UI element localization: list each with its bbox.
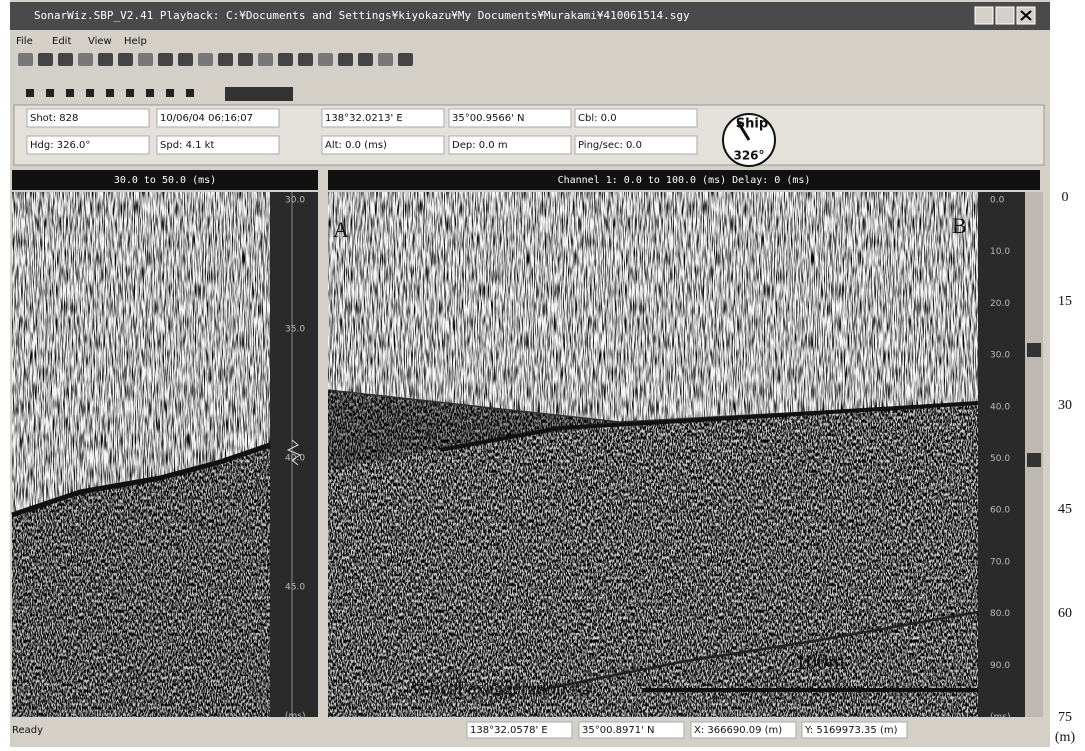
depth-label: 15 xyxy=(1058,294,1072,309)
scale-label: 10.0 xyxy=(990,247,1010,257)
tool-button[interactable] xyxy=(398,53,413,66)
scale-bar-label: 100m xyxy=(795,649,845,674)
depth-label: 60 xyxy=(1058,606,1072,621)
scale-label: 30.0 xyxy=(285,196,305,206)
progress-bar xyxy=(225,87,293,101)
depth-label: 0 xyxy=(1062,190,1069,205)
label-b: B xyxy=(952,213,967,238)
scale-label: 35.0 xyxy=(285,325,305,335)
playback-button[interactable] xyxy=(126,89,134,97)
playback-button[interactable] xyxy=(186,89,194,97)
compass-heading: 326° xyxy=(733,149,764,163)
info-value: Hdg: 326.0° xyxy=(30,140,90,151)
screenshot: SonarWiz.SBP_V2.41 Playback: C:¥Document… xyxy=(0,0,1085,747)
scale-label: 70.0 xyxy=(990,557,1010,567)
left-header-text: 30.0 to 50.0 (ms) xyxy=(114,175,216,186)
info-value: 35°00.9566' N xyxy=(452,113,525,124)
tool-button[interactable] xyxy=(158,53,173,66)
tool-button[interactable] xyxy=(138,53,153,66)
tool-button[interactable] xyxy=(18,53,33,66)
scale-label: 50.0 xyxy=(990,454,1010,464)
info-value: Alt: 0.0 (ms) xyxy=(325,140,387,151)
window-title: SonarWiz.SBP_V2.41 Playback: C:¥Document… xyxy=(34,9,690,22)
tool-button[interactable] xyxy=(98,53,113,66)
scale-label: 60.0 xyxy=(990,506,1010,516)
playback-button[interactable] xyxy=(66,89,74,97)
tool-button[interactable] xyxy=(118,53,133,66)
depth-unit: (m) xyxy=(1055,730,1076,745)
scale-label: 40.0 xyxy=(990,402,1010,412)
info-value: Shot: 828 xyxy=(30,113,78,124)
depth-label: 75 xyxy=(1058,710,1072,725)
playback-button[interactable] xyxy=(106,89,114,97)
info-value: 10/06/04 06:16:07 xyxy=(160,113,253,124)
tool-button[interactable] xyxy=(198,53,213,66)
playback-button[interactable] xyxy=(86,89,94,97)
exaggeration-label: Vetical exaggeration =2 xyxy=(410,678,591,699)
status-text: Ready xyxy=(12,725,43,736)
scroll-down[interactable] xyxy=(1027,343,1041,357)
tool-button[interactable] xyxy=(218,53,233,66)
playback-button[interactable] xyxy=(46,89,54,97)
tool-button[interactable] xyxy=(318,53,333,66)
tool-button[interactable] xyxy=(58,53,73,66)
tool-button[interactable] xyxy=(258,53,273,66)
status-text: 138°32.0578' E xyxy=(470,725,548,736)
tool-button[interactable] xyxy=(238,53,253,66)
scale-label: 80.0 xyxy=(990,609,1010,619)
depth-label: 45 xyxy=(1058,502,1072,517)
menu-item[interactable]: Help xyxy=(124,36,147,47)
info-value: Dep: 0.0 m xyxy=(452,140,508,151)
info-value: Spd: 4.1 kt xyxy=(160,140,214,151)
scale-label: 30.0 xyxy=(990,351,1010,361)
minimize-button[interactable] xyxy=(975,7,993,24)
info-value: 138°32.0213' E xyxy=(325,113,403,124)
tool-button[interactable] xyxy=(178,53,193,66)
menu-item[interactable]: File xyxy=(16,36,33,47)
info-value: Ping/sec: 0.0 xyxy=(578,140,642,151)
scale-label: 45.0 xyxy=(285,583,305,593)
tool-button[interactable] xyxy=(38,53,53,66)
scroll-up[interactable] xyxy=(1027,453,1041,467)
scale-label: 20.0 xyxy=(990,299,1010,309)
menu-item[interactable]: Edit xyxy=(52,36,71,47)
compass-label: Ship xyxy=(736,117,768,132)
tool-button[interactable] xyxy=(78,53,93,66)
maximize-button[interactable] xyxy=(996,7,1014,24)
status-text: Y: 5169973.35 (m) xyxy=(804,725,898,736)
label-a: A xyxy=(333,217,349,242)
scale-label: 40.0 xyxy=(285,454,305,464)
depth-label: 30 xyxy=(1058,398,1072,413)
tool-button[interactable] xyxy=(278,53,293,66)
info-value: Cbl: 0.0 xyxy=(578,113,617,124)
scale-label: 0.0 xyxy=(990,196,1005,206)
status-text: X: 366690.09 (m) xyxy=(694,725,782,736)
tool-button[interactable] xyxy=(378,53,393,66)
right-header-text: Channel 1: 0.0 to 100.0 (ms) Delay: 0 (m… xyxy=(558,175,811,186)
tool-button[interactable] xyxy=(298,53,313,66)
scale-label: 90.0 xyxy=(990,661,1010,671)
tool-button[interactable] xyxy=(338,53,353,66)
menu-item[interactable]: View xyxy=(88,36,112,47)
playback-button[interactable] xyxy=(146,89,154,97)
playback-button[interactable] xyxy=(166,89,174,97)
tool-button[interactable] xyxy=(358,53,373,66)
playback-button[interactable] xyxy=(26,89,34,97)
status-text: 35°00.8971' N xyxy=(582,725,655,736)
